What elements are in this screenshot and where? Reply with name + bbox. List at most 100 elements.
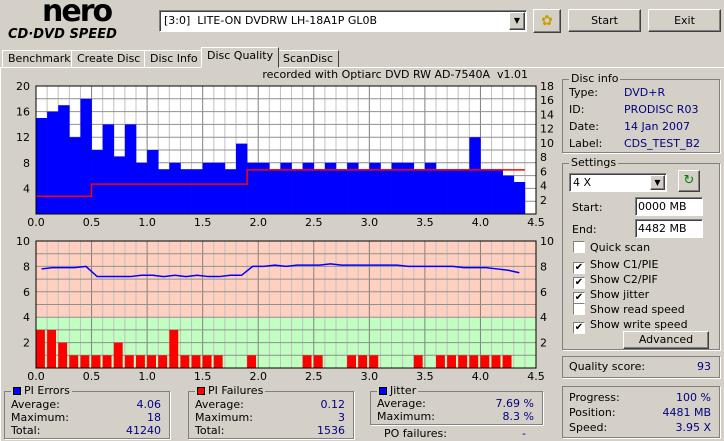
y2-tick-label: 4	[540, 311, 547, 324]
y-tick-label: 8	[23, 260, 30, 273]
end-input[interactable]: 4482 MB	[635, 219, 703, 238]
checkbox-show-read-speed[interactable]: Show read speed	[573, 303, 685, 317]
quality-score-value: 93	[697, 360, 711, 373]
pie-bar	[358, 169, 370, 214]
x-tick-label: 3.5	[416, 216, 434, 229]
tab-benchmark[interactable]: Benchmark	[2, 50, 77, 68]
pi-errors-total-label: Total:	[11, 424, 41, 437]
checkbox-checked-icon[interactable]: ✔	[573, 262, 585, 274]
pie-bar	[236, 143, 248, 214]
y-tick-label: 4	[23, 182, 30, 195]
pie-bar	[391, 162, 403, 214]
checkbox-show-c2-pif[interactable]: ✔ Show C2/PIF	[573, 273, 658, 289]
tab-disc-info[interactable]: Disc Info	[144, 50, 204, 68]
pie-bar	[269, 169, 281, 214]
start-button[interactable]: Start	[568, 9, 641, 32]
checkbox-label: Show C2/PIF	[590, 273, 658, 286]
disc-info-title: Disc info	[569, 72, 621, 86]
pie-bar	[413, 169, 426, 214]
exit-button[interactable]: Exit	[648, 9, 721, 32]
pif-bar	[36, 329, 45, 368]
pi-failures-max: 3	[338, 411, 345, 424]
pie-bar	[347, 162, 359, 214]
y2-tick-label: 8	[540, 260, 547, 273]
pif-bar	[102, 355, 112, 368]
pif-bar	[158, 355, 168, 368]
pif-bar	[113, 342, 123, 368]
date-value: 14 Jan 2007	[624, 120, 690, 133]
tab-disc-quality[interactable]: Disc Quality	[201, 47, 280, 68]
x-tick-label: 3.5	[416, 370, 434, 383]
pie-bar	[180, 169, 192, 214]
pif-bar	[502, 355, 512, 368]
pie-bar	[213, 162, 226, 214]
x-tick-label: 4.0	[472, 370, 490, 383]
tab-scandisc[interactable]: ScanDisc	[277, 50, 340, 68]
start-label: Start:	[572, 201, 603, 214]
chevron-down-icon[interactable]: ▼	[650, 175, 665, 190]
y2-tick-label: 12	[540, 123, 554, 136]
x-tick-label: 0.5	[83, 216, 101, 229]
advanced-button[interactable]: Advanced	[623, 331, 709, 349]
checkbox-unchecked-icon[interactable]	[573, 241, 585, 253]
refresh-button[interactable]: ↻	[678, 170, 700, 192]
y2-tick-label: 16	[540, 94, 554, 107]
pie-bar	[36, 118, 48, 214]
type-label: Type:	[569, 86, 598, 99]
y-tick-label: 10	[16, 235, 30, 248]
x-tick-label: 1.5	[194, 370, 212, 383]
position-value: 4481 MB	[662, 406, 711, 419]
settings-title: Settings	[569, 156, 619, 170]
pif-bar	[458, 355, 468, 368]
pie-bar	[191, 169, 203, 214]
checkbox-show-jitter[interactable]: ✔ Show jitter	[573, 288, 649, 304]
pif-bar	[47, 329, 56, 368]
pi-failures-max-label: Maximum:	[195, 411, 253, 424]
checkbox-label: Quick scan	[590, 241, 651, 254]
pie-bar	[369, 162, 381, 214]
chevron-down-icon[interactable]: ▼	[509, 12, 525, 30]
drive-select[interactable]: [3:0] LITE-ON DVDRW LH-18A1P GL0B ▼	[159, 10, 527, 32]
checkbox-show-c1-pie[interactable]: ✔ Show C1/PIE	[573, 258, 658, 274]
checkbox-quick-scan[interactable]: Quick scan	[573, 241, 650, 255]
checkbox-checked-icon[interactable]: ✔	[573, 322, 585, 334]
pie-bar	[436, 169, 448, 214]
pi-errors-avg-label: Average:	[11, 398, 60, 411]
pie-bar	[502, 175, 515, 214]
logo: nero CD·DVD SPEED	[8, 0, 153, 42]
speed-select[interactable]: 4 X ▼	[569, 173, 667, 192]
pif-bar	[247, 355, 256, 368]
x-tick-label: 2.5	[305, 370, 323, 383]
pi-errors-total: 41240	[126, 424, 161, 437]
pif-bar	[180, 355, 190, 368]
id-label: ID:	[569, 103, 585, 116]
checkbox-unchecked-icon[interactable]	[573, 303, 585, 315]
pif-bar	[313, 355, 323, 368]
pi-failures-color-icon	[197, 387, 205, 395]
y2-tick-label: 2	[540, 337, 547, 350]
checkbox-checked-icon[interactable]: ✔	[573, 277, 585, 289]
y-tick-label: 4	[23, 311, 30, 324]
plot-frame	[35, 240, 537, 369]
pie-bar	[80, 98, 92, 214]
pi-failures-avg-label: Average:	[195, 398, 244, 411]
pif-bar	[91, 355, 101, 368]
refresh-drives-button[interactable]: ✿	[533, 9, 561, 33]
pif-bar	[124, 355, 134, 368]
pie-bar	[302, 162, 315, 214]
pif-bar	[347, 355, 356, 368]
progress-box: Progress: 100 % Position: 4481 MB Speed: 3.…	[562, 386, 720, 438]
pif-bar	[469, 355, 479, 368]
settings-group: Settings 4 X ▼ ↻ Start: 0000 MB End: 448…	[562, 156, 720, 350]
x-tick-label: 2.5	[305, 216, 323, 229]
checkbox-show-write-speed[interactable]: ✔ Show write speed	[573, 318, 688, 334]
pif-bar	[369, 355, 379, 368]
po-failures-value: -	[522, 427, 526, 440]
date-label: Date:	[569, 120, 599, 133]
pie-bar	[380, 169, 392, 214]
pie-bar	[291, 169, 303, 214]
start-input[interactable]: 0000 MB	[635, 197, 703, 216]
disc-info-group: Disc info Type: DVD+R ID: PRODISC R03 Date…	[562, 72, 720, 153]
x-tick-label: 1.5	[194, 216, 212, 229]
pie-bar	[224, 169, 237, 214]
